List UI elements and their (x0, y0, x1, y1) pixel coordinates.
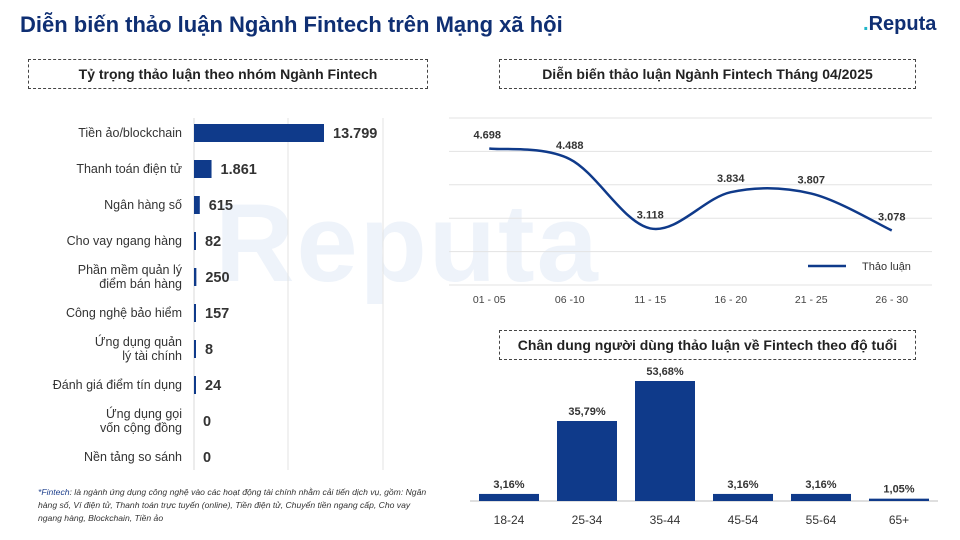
category-value-label: 13.799 (333, 126, 377, 142)
legend-label: Thảo luận (862, 261, 911, 273)
age-x-tick-label: 55-64 (806, 513, 837, 527)
trend-series-line (489, 147, 893, 232)
category-bar (194, 340, 196, 358)
category-value-label: 24 (205, 378, 221, 394)
age-x-tick-label: 65+ (889, 513, 909, 527)
age-x-tick-label: 25-34 (572, 513, 603, 527)
trend-x-tick-label: 26 - 30 (875, 294, 908, 306)
category-bar (194, 160, 212, 178)
brand-logo: .Reputa (863, 13, 936, 36)
category-label: Ứng dụng gọi vốn cộng đồng (100, 406, 182, 435)
category-bar (194, 304, 196, 322)
age-x-tick-label: 45-54 (728, 513, 759, 527)
age-x-tick-label: 35-44 (650, 513, 681, 527)
age-bar (635, 381, 695, 501)
category-label-line: lý tài chính (122, 349, 182, 363)
age-value-label: 35,79% (568, 406, 606, 418)
category-value-label: 82 (205, 234, 221, 250)
category-label: Nền tảng so sánh (84, 450, 182, 464)
category-label-line: điểm bán hàng (99, 277, 182, 291)
category-label: Thanh toán điện tử (76, 162, 182, 176)
category-label: Cho vay ngang hàng (67, 234, 182, 248)
trend-x-tick-label: 01 - 05 (473, 294, 506, 306)
age-value-label: 3,16% (493, 479, 524, 491)
category-label: Tiền ảo/blockchain (78, 126, 182, 140)
category-bar (194, 196, 200, 214)
age-value-label: 53,68% (646, 366, 684, 378)
trend-x-tick-label: 06 -10 (555, 294, 585, 306)
age-bar (479, 493, 539, 501)
category-label: Phần mềm quản lý điểm bán hàng (78, 263, 183, 291)
category-label: Công nghệ bảo hiểm (66, 306, 182, 320)
category-bar (194, 124, 324, 142)
trend-data-label: 4.698 (473, 129, 501, 141)
category-bar (194, 232, 196, 250)
page-title: Diễn biến thảo luận Ngành Fintech trên M… (20, 12, 563, 37)
trend-chart-title: Diễn biến thảo luận Ngành Fintech Tháng … (499, 59, 916, 89)
footnote-text: : là ngành ứng dụng công nghệ vào các ho… (38, 487, 427, 523)
age-value-label: 3,16% (727, 479, 758, 491)
trend-data-label: 3.807 (797, 175, 825, 187)
category-bar (194, 376, 196, 394)
category-value-label: 615 (209, 198, 233, 214)
trend-data-label: 3.118 (637, 209, 664, 221)
category-label-line: Phần mềm quản lý (78, 263, 183, 277)
age-chart-title: Chân dung người dùng thảo luận về Fintec… (499, 330, 916, 360)
age-bar (869, 498, 929, 501)
category-value-label: 250 (205, 270, 229, 286)
age-bar (713, 493, 773, 501)
category-bar (194, 268, 197, 286)
logo-dot-icon: . (863, 13, 869, 35)
trend-x-tick-label: 21 - 25 (795, 294, 828, 306)
age-value-label: 3,16% (805, 479, 836, 491)
category-label: Ứng dụng quản lý tài chính (95, 334, 182, 363)
age-value-label: 1,05% (883, 484, 914, 496)
category-chart-title: Tỷ trọng thảo luận theo nhóm Ngành Finte… (28, 59, 428, 89)
category-value-label: 8 (205, 342, 213, 358)
category-label-line: vốn cộng đồng (100, 421, 182, 435)
category-label: Đánh giá điểm tín dụng (53, 378, 182, 392)
age-x-tick-label: 18-24 (494, 513, 525, 527)
trend-x-tick-label: 11 - 15 (634, 294, 666, 306)
trend-data-label: 3.834 (717, 173, 745, 185)
trend-data-label: 4.488 (556, 140, 584, 152)
category-value-label: 157 (205, 306, 229, 322)
footnote-label: *Fintech (38, 487, 70, 497)
category-label: Ngân hàng số (104, 198, 182, 212)
category-label-line: Ứng dụng quản (95, 334, 182, 349)
category-value-label: 1.861 (221, 162, 257, 178)
age-bar (791, 493, 851, 501)
trend-data-label: 3.078 (878, 211, 906, 223)
category-label-line: Ứng dụng gọi (106, 406, 182, 421)
footnote: *Fintech: là ngành ứng dụng công nghệ và… (38, 486, 428, 525)
logo-text: Reputa (868, 13, 937, 35)
category-value-label: 0 (203, 414, 211, 430)
trend-x-tick-label: 16 - 20 (714, 294, 747, 306)
category-value-label: 0 (203, 450, 211, 466)
age-bar (557, 420, 617, 501)
